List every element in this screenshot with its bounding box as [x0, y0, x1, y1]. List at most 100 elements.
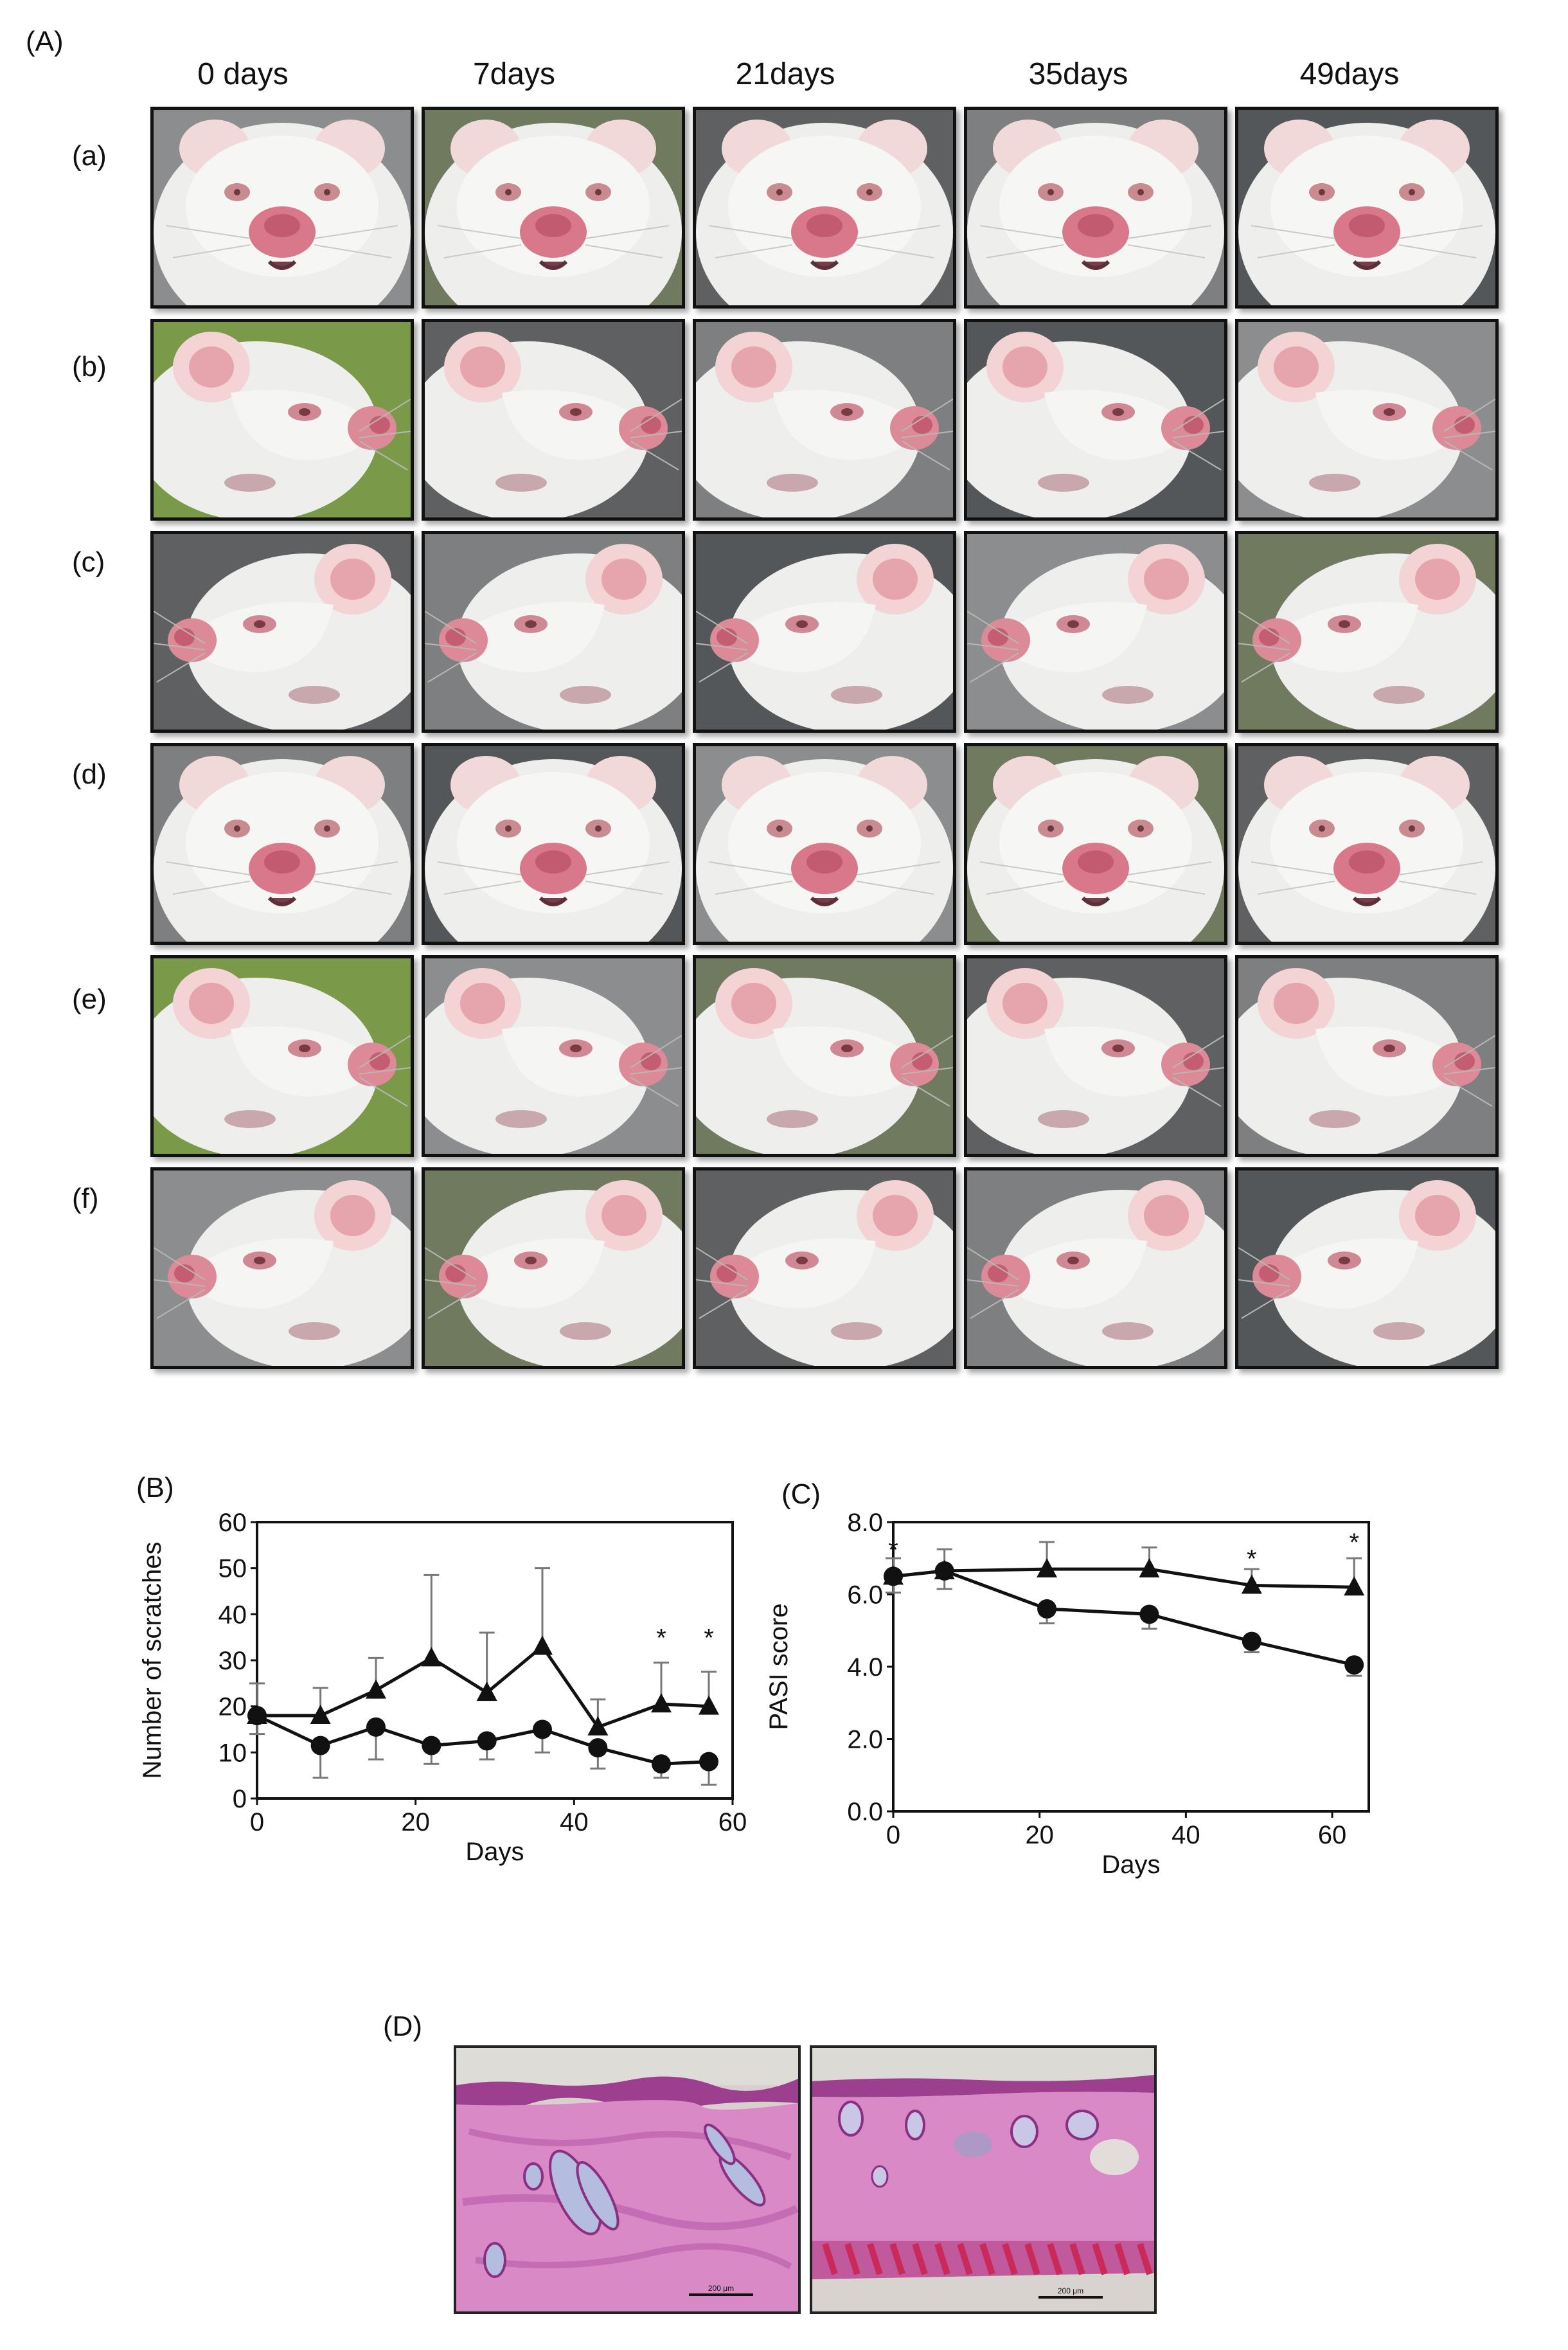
mouse-photo-row-c-col-1 — [422, 531, 685, 733]
data-point-triangle — [532, 1635, 553, 1655]
data-point-circle — [934, 1561, 954, 1581]
mouse-drawing — [425, 110, 682, 305]
significance-marker: * — [888, 1536, 898, 1564]
data-point-triangle — [699, 1695, 719, 1715]
data-point-circle — [884, 1566, 903, 1586]
row-label-a: (a) — [72, 140, 107, 172]
x-tick-label: 20 — [401, 1808, 430, 1836]
y-tick-label: 0 — [233, 1785, 247, 1813]
significance-marker: * — [1247, 1545, 1257, 1573]
mouse-drawing — [1238, 1171, 1495, 1366]
y-tick-label: 0.0 — [847, 1798, 883, 1826]
significance-marker: * — [656, 1624, 666, 1653]
data-point-triangle — [310, 1705, 331, 1724]
mouse-photo-row-f-col-3 — [964, 1167, 1227, 1369]
mouse-drawing — [967, 1171, 1224, 1366]
data-point-circle — [310, 1736, 330, 1755]
mouse-drawing — [154, 110, 411, 305]
mouse-photo-row-e-col-4 — [1235, 955, 1499, 1157]
mouse-drawing — [696, 110, 953, 305]
histology-image-left: 200 μm — [454, 2045, 801, 2314]
mouse-photo-row-d-col-3 — [964, 743, 1227, 945]
mouse-photo-row-c-col-4 — [1235, 531, 1499, 733]
histology-left-drawing: 200 μm — [456, 2048, 798, 2311]
mouse-drawing — [967, 958, 1224, 1154]
mouse-drawing — [696, 322, 953, 517]
data-point-triangle — [421, 1647, 442, 1667]
y-tick-label: 30 — [218, 1647, 247, 1675]
mouse-photo-row-a-col-3 — [964, 107, 1227, 309]
plot-frame — [892, 1521, 1370, 1813]
x-tick-label: 40 — [560, 1808, 589, 1836]
significance-marker: * — [704, 1624, 714, 1653]
y-tick-label: 4.0 — [847, 1653, 883, 1682]
row-label-e: (e) — [72, 983, 107, 1015]
mouse-photo-row-d-col-0 — [150, 743, 414, 945]
histology-image-right: 200 μm — [810, 2045, 1157, 2314]
mouse-drawing — [1238, 746, 1495, 942]
mouse-drawing — [696, 1171, 953, 1366]
data-point-circle — [699, 1752, 718, 1771]
x-tick-label: 60 — [718, 1808, 747, 1836]
data-point-triangle — [366, 1679, 386, 1699]
x-tick-label: 0 — [250, 1808, 264, 1836]
mouse-photo-row-a-col-2 — [693, 107, 956, 309]
mouse-photo-row-c-col-3 — [964, 531, 1227, 733]
data-point-triangle — [587, 1716, 609, 1736]
x-axis-label: Days — [465, 1838, 524, 1866]
mouse-photo-row-b-col-0 — [150, 319, 414, 521]
pasi-score-chart: 0.0 2.0 4.0 6.0 8.0 0 20 40 60 Days PASI score * * * — [765, 1509, 1370, 1879]
mouse-drawing — [425, 534, 682, 730]
data-point-triangle — [476, 1682, 497, 1701]
mouse-drawing — [154, 1171, 411, 1366]
data-point-circle — [1344, 1655, 1364, 1675]
x-tick-label: 60 — [1318, 1821, 1347, 1849]
mouse-photo-row-b-col-4 — [1235, 319, 1499, 521]
data-point-circle — [1242, 1631, 1261, 1651]
mouse-drawing — [1238, 322, 1495, 517]
mouse-drawing — [967, 322, 1224, 517]
data-point-circle — [588, 1738, 608, 1758]
row-label-f: (f) — [72, 1183, 99, 1214]
mouse-photo-row-e-col-2 — [693, 955, 956, 1157]
x-tick-label: 0 — [886, 1821, 900, 1849]
mouse-photo-row-a-col-4 — [1235, 107, 1499, 309]
mouse-drawing — [967, 534, 1224, 730]
y-tick-label: 6.0 — [847, 1581, 883, 1610]
mouse-drawing — [425, 746, 682, 942]
histology-right-drawing: 200 μm — [812, 2048, 1154, 2311]
y-axis-label: PASI score — [765, 1603, 793, 1730]
mouse-drawing — [425, 958, 682, 1154]
mouse-photo-row-f-col-0 — [150, 1167, 414, 1369]
scratches-chart: 0 10 20 30 40 50 60 0 20 40 60 Days Number of scratc… — [138, 1509, 747, 1866]
mouse-photo-row-e-col-0 — [150, 955, 414, 1157]
mouse-photo-row-d-col-2 — [693, 743, 956, 945]
mouse-photo-row-c-col-0 — [150, 531, 414, 733]
y-tick-label: 10 — [218, 1739, 247, 1767]
mouse-drawing — [967, 110, 1224, 305]
data-point-circle — [422, 1736, 441, 1755]
panel-a-label: (A) — [26, 26, 64, 57]
row-label-c: (c) — [72, 546, 105, 578]
data-point-triangle — [651, 1693, 672, 1713]
mouse-drawing — [696, 534, 953, 730]
y-tick-label: 60 — [218, 1509, 247, 1537]
mouse-drawing — [154, 746, 411, 942]
data-point-circle — [366, 1717, 386, 1737]
data-point-triangle — [1344, 1576, 1365, 1596]
mouse-photo-row-e-col-1 — [422, 955, 685, 1157]
mouse-photo-row-b-col-2 — [693, 319, 956, 521]
day-label-1: 7days — [472, 57, 556, 91]
mouse-photo-row-f-col-4 — [1235, 1167, 1499, 1369]
mouse-photo-row-b-col-1 — [422, 319, 685, 521]
y-tick-label: 2.0 — [847, 1726, 883, 1754]
y-tick-label: 40 — [218, 1601, 247, 1629]
day-label-4: 49days — [1299, 57, 1400, 91]
mouse-drawing — [425, 322, 682, 517]
panel-b-label: (B) — [136, 1472, 174, 1503]
data-point-circle — [1037, 1599, 1057, 1619]
data-point-triangle — [1037, 1558, 1058, 1578]
x-axis-label: Days — [1101, 1851, 1160, 1879]
x-tick-label: 20 — [1025, 1821, 1054, 1849]
mouse-photo-row-f-col-1 — [422, 1167, 685, 1369]
